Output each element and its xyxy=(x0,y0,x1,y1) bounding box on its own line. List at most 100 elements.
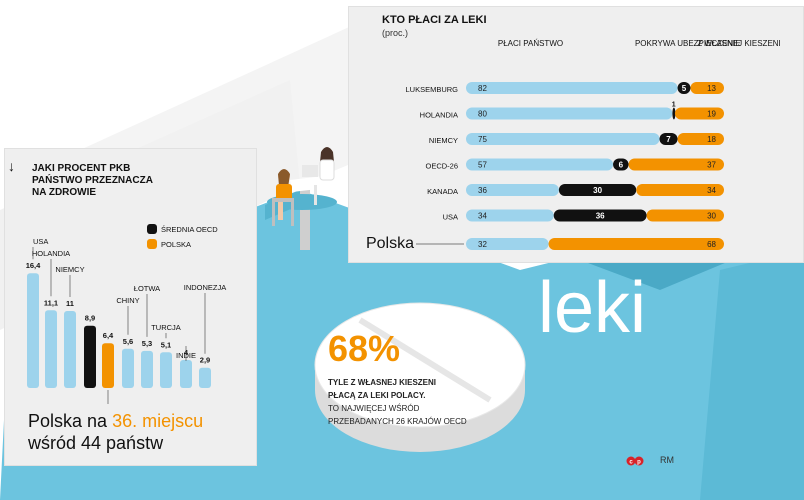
bar-segment xyxy=(466,82,678,94)
value-label: 18 xyxy=(707,135,716,144)
bar xyxy=(102,343,114,388)
category-label: OECD-26 xyxy=(425,162,458,171)
value-label: 4 xyxy=(184,348,189,357)
value-label: 30 xyxy=(593,186,602,195)
bar-segment xyxy=(646,209,724,222)
bar-segment xyxy=(659,133,678,145)
bar-segment xyxy=(690,82,724,94)
rank-accent: 36. miejscu xyxy=(112,411,204,431)
value-label: 82 xyxy=(478,84,487,93)
value-label: 19 xyxy=(707,110,716,119)
bar-segment xyxy=(628,158,724,171)
pkb-title-line: PAŃSTWO PRZEZNACZA xyxy=(32,175,153,186)
pill-percent: 68% xyxy=(328,328,401,369)
rank-prefix: Polska na xyxy=(28,411,113,431)
value-label: 68 xyxy=(707,240,716,249)
value-label: 37 xyxy=(707,161,716,170)
value-label: 2,9 xyxy=(200,356,210,365)
rank-text: Polska na 36. miejscu wśród 44 państw xyxy=(28,410,203,454)
category-label: KANADA xyxy=(427,187,458,196)
value-label: 34 xyxy=(707,186,716,195)
pill-caption-line: TYLE Z WŁASNEJ KIESZENI xyxy=(328,378,437,387)
value-label: 1 xyxy=(672,102,676,109)
value-label: 6,4 xyxy=(103,331,114,340)
value-label: 30 xyxy=(707,212,716,221)
category-label: Polska xyxy=(366,235,414,252)
bar xyxy=(160,352,172,388)
value-label: 5 xyxy=(682,84,687,93)
bar-segment xyxy=(548,238,724,250)
bar xyxy=(180,360,192,388)
legend-label: Z WŁASNEJ KIESZENI xyxy=(697,39,781,48)
pill-illustration xyxy=(314,302,526,452)
bar-segment xyxy=(553,209,647,222)
down-arrow-icon: ↓ xyxy=(8,158,15,174)
category-label: CHINY xyxy=(116,296,139,305)
bar-segment xyxy=(466,238,549,250)
legend-swatch xyxy=(147,239,157,249)
legend-label: PŁACI PAŃSTWO xyxy=(498,39,563,48)
value-label: 7 xyxy=(666,135,671,144)
patient-body xyxy=(276,184,292,202)
value-label: 6 xyxy=(619,161,624,170)
bar-segment xyxy=(466,184,559,196)
bar xyxy=(45,310,57,388)
category-label: ŁOTWA xyxy=(134,284,160,293)
pill-caption: TYLE Z WŁASNEJ KIESZENI PŁACĄ ZA LEKI PO… xyxy=(328,376,518,428)
value-label: 34 xyxy=(478,212,487,221)
bar-segment xyxy=(613,158,629,171)
legend-swatch xyxy=(147,224,157,234)
category-label: NIEMCY xyxy=(55,265,84,274)
bar-segment xyxy=(672,107,676,120)
svg-text:p: p xyxy=(637,460,641,466)
credit: RM xyxy=(660,455,674,465)
category-label: NIEMCY xyxy=(429,136,458,145)
doctor-scene xyxy=(267,147,344,226)
bar xyxy=(122,348,134,388)
bar xyxy=(141,350,153,388)
rank-line2: wśród 44 państw xyxy=(28,433,164,453)
category-label: INDONEZJA xyxy=(184,283,227,292)
bar-segment xyxy=(466,158,614,171)
pill-caption-line: PRZEBADANYCH 26 KRAJÓW OECD xyxy=(328,417,467,426)
payers-title: KTO PŁACI ZA LEKI xyxy=(382,14,487,26)
monitor xyxy=(302,165,318,177)
bar-segment xyxy=(558,184,637,196)
category-label: USA xyxy=(33,237,48,246)
bar-segment xyxy=(674,107,724,120)
pill-caption-line: PŁACĄ ZA LEKI POLACY. xyxy=(328,391,426,400)
bar xyxy=(199,367,211,388)
category-label: TURCJA xyxy=(151,323,181,332)
value-label: 36 xyxy=(478,186,487,195)
bar-segment xyxy=(677,133,724,145)
value-label: 13 xyxy=(707,84,716,93)
value-label: 16,4 xyxy=(26,261,41,270)
value-label: 5,3 xyxy=(142,339,152,348)
bar xyxy=(27,273,39,388)
category-label: HOLANDIA xyxy=(420,111,458,120)
legend-label: POLSKA xyxy=(161,240,191,249)
big-word-leki: leki xyxy=(538,268,647,348)
payers-subtitle: (proc.) xyxy=(382,28,409,38)
value-label: 5,6 xyxy=(123,337,133,346)
pkb-title: JAKI PROCENT PKB PAŃSTWO PRZEZNACZA NA Z… xyxy=(32,163,153,199)
bar-segment xyxy=(466,107,673,120)
value-label: 36 xyxy=(596,212,605,221)
legend-label: POKRYWA UBEZPIECZENIE xyxy=(635,39,741,48)
pkb-chart: 16,4 USA 11,1 HOLANDIA 11 NIEMCY 8,9 6,4 5,6 CHIN… xyxy=(26,224,227,404)
pkb-title-line: JAKI PROCENT PKB xyxy=(32,163,131,174)
pill-caption-line: TO NAJWIĘCEJ WŚRÓD xyxy=(328,404,420,413)
value-label: 11,1 xyxy=(44,298,58,307)
category-label: HOLANDIA xyxy=(32,249,70,258)
bar xyxy=(64,311,76,388)
bar-segment xyxy=(466,133,660,145)
legend-label: ŚREDNIA OECD xyxy=(161,225,218,234)
value-label: 75 xyxy=(478,135,487,144)
value-label: 80 xyxy=(478,110,487,119)
bar-segment xyxy=(466,209,554,222)
value-label: 8,9 xyxy=(85,314,95,323)
category-label: LUKSEMBURG xyxy=(405,85,458,94)
pkb-title-line: NA ZDROWIE xyxy=(32,187,97,198)
